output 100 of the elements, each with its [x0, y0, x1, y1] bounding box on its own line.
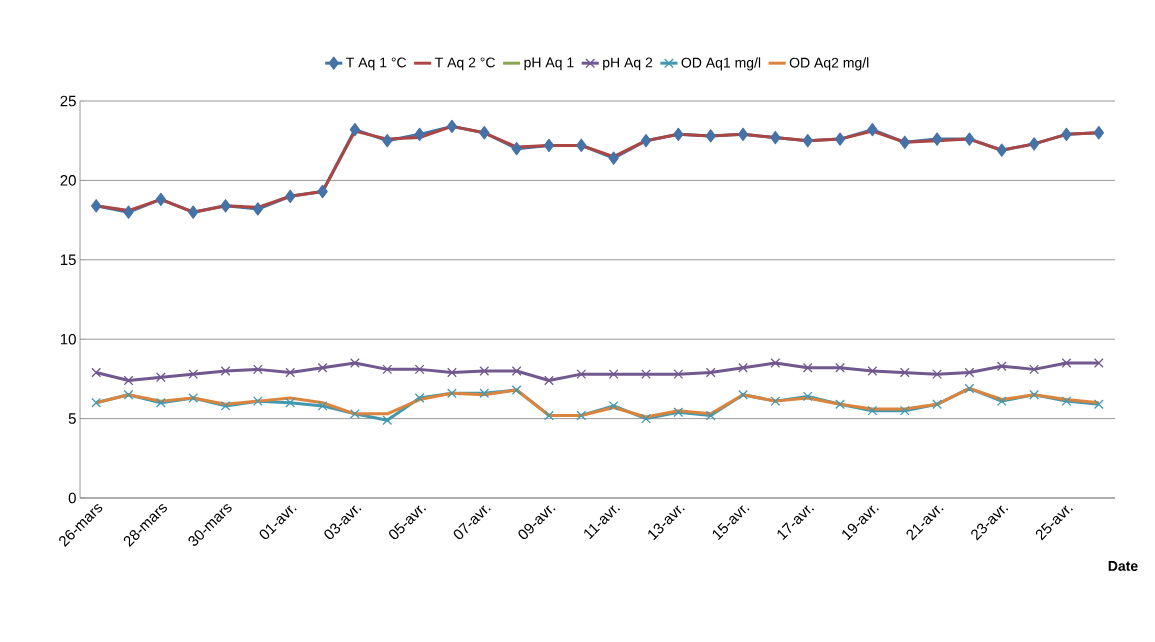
- point: [1028, 137, 1040, 151]
- point: [188, 393, 199, 403]
- point: [220, 366, 231, 376]
- point: [964, 367, 975, 378]
- point: [802, 391, 813, 402]
- point: [91, 199, 102, 213]
- point: [317, 362, 328, 373]
- legend-label: OD Aq2 mg/l: [789, 57, 869, 71]
- point: [155, 192, 167, 207]
- point: [382, 415, 393, 426]
- y-tick-label: 20: [60, 175, 76, 186]
- point: [705, 367, 716, 378]
- point: [641, 413, 651, 424]
- point: [188, 369, 199, 380]
- point: [770, 130, 781, 145]
- point: [996, 361, 1007, 372]
- point: [350, 358, 360, 368]
- point: [479, 126, 490, 140]
- point: [1093, 399, 1104, 410]
- y-tick-label: 5: [68, 413, 76, 424]
- point: [576, 369, 587, 380]
- point: [932, 369, 942, 380]
- point: [285, 397, 296, 408]
- point: [123, 375, 134, 386]
- point: [155, 372, 166, 383]
- x-axis-title: Date: [1108, 561, 1138, 571]
- point: [511, 385, 522, 395]
- point: [608, 369, 619, 380]
- point: [1061, 127, 1072, 141]
- point: [834, 132, 846, 146]
- point: [350, 408, 360, 419]
- point: [835, 362, 845, 373]
- point: [1093, 358, 1104, 368]
- point: [544, 410, 554, 421]
- legend-label: pH Aq 1: [524, 57, 574, 71]
- point: [1029, 364, 1040, 375]
- point: [188, 205, 199, 219]
- point: [414, 127, 425, 141]
- point: [608, 151, 619, 165]
- point: [738, 362, 748, 373]
- point: [673, 369, 684, 380]
- point: [737, 127, 749, 141]
- point: [640, 134, 652, 148]
- point: [252, 202, 264, 216]
- point: [91, 367, 102, 378]
- point: [1061, 396, 1072, 407]
- point: [738, 389, 748, 400]
- point: [543, 138, 555, 153]
- point: [964, 132, 975, 146]
- point: [220, 401, 231, 411]
- point: [414, 393, 425, 403]
- point: [932, 399, 942, 410]
- point: [123, 205, 134, 219]
- point: [252, 364, 263, 375]
- point: [285, 189, 296, 203]
- legend-label: pH Aq 2: [603, 57, 653, 71]
- point: [91, 397, 102, 408]
- point: [1093, 126, 1104, 140]
- point: [964, 383, 975, 394]
- point: [317, 184, 328, 199]
- point: [1029, 389, 1040, 400]
- point: [447, 388, 457, 399]
- point: [867, 366, 878, 376]
- point: [349, 122, 361, 137]
- point: [899, 367, 910, 378]
- point: [705, 129, 716, 143]
- point: [317, 401, 328, 411]
- point: [996, 143, 1007, 157]
- y-tick-label: 25: [60, 95, 76, 107]
- point: [220, 199, 231, 213]
- point: [835, 399, 845, 410]
- point: [285, 367, 296, 378]
- y-tick-label: 10: [60, 333, 76, 345]
- point: [155, 397, 166, 408]
- legend-label: T Aq 2 °C: [435, 57, 495, 71]
- point: [705, 410, 716, 421]
- point: [382, 134, 393, 148]
- point: [511, 141, 522, 156]
- legend-label: OD Aq1 mg/l: [681, 57, 761, 71]
- y-tick-label: 0: [68, 492, 76, 504]
- point: [899, 135, 910, 149]
- point: [867, 122, 878, 137]
- point: [608, 401, 619, 411]
- y-tick-label: 15: [60, 254, 76, 266]
- point: [511, 366, 522, 376]
- point: [867, 405, 878, 416]
- point: [576, 138, 587, 153]
- legend-label: T Aq 1 °C: [346, 57, 407, 71]
- point: [479, 388, 490, 399]
- point: [1061, 358, 1072, 368]
- point: [770, 358, 781, 368]
- point: [576, 410, 587, 421]
- point: [447, 367, 457, 378]
- point: [641, 369, 651, 380]
- point: [996, 396, 1007, 407]
- point: [673, 127, 684, 141]
- point: [673, 407, 684, 418]
- point: [770, 396, 781, 407]
- point: [414, 364, 425, 375]
- point: [382, 364, 393, 375]
